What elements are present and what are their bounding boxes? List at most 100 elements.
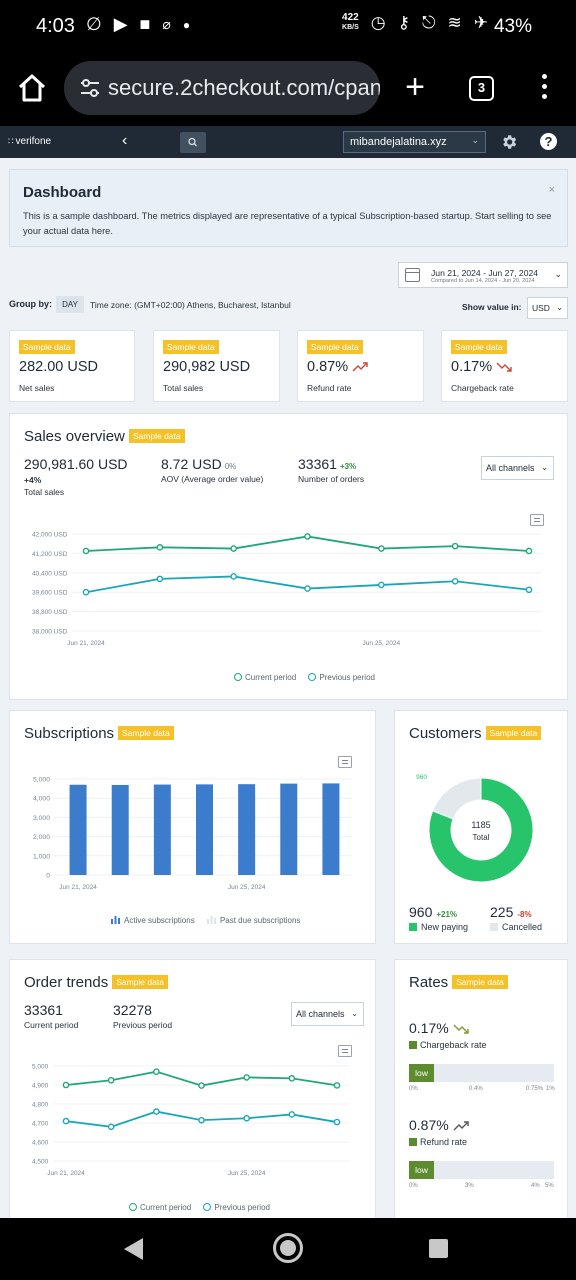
- subscriptions-panel: Subscriptions Sample data 5,000 4,000 3,000…: [9, 710, 376, 944]
- recents-icon[interactable]: [429, 1239, 448, 1258]
- trend-down-icon: [453, 1024, 469, 1034]
- chargeback-rate-label: Chargeback rate: [409, 1040, 487, 1050]
- current-orders-stat: 33361 Current period: [24, 1002, 78, 1030]
- browser-menu-icon[interactable]: [540, 74, 548, 104]
- data-point: [451, 577, 459, 585]
- orders-change: +3%: [339, 462, 357, 471]
- trend-up-icon: [352, 362, 368, 372]
- channels-select[interactable]: All channels ⌄: [481, 456, 554, 480]
- panel-title: Sales overview: [24, 428, 125, 445]
- data-point: [304, 533, 311, 540]
- site-settings-icon[interactable]: [78, 77, 102, 99]
- group-by-day-button[interactable]: DAY: [56, 296, 84, 313]
- chargeback-rate-bar: low: [409, 1064, 554, 1082]
- date-range-picker[interactable]: Jun 21, 2024 - Jun 27, 2024 Compared to …: [398, 262, 568, 288]
- data-point: [304, 585, 311, 592]
- y-tick-label: 3,000: [33, 815, 50, 822]
- currency-select[interactable]: USD ⌄: [527, 297, 568, 319]
- legend-current[interactable]: Current period: [129, 1203, 191, 1212]
- chart-menu-icon[interactable]: [338, 1045, 352, 1057]
- chart-menu-icon[interactable]: [530, 514, 544, 526]
- legend-swatch: [409, 1041, 417, 1049]
- refund-rate-label: Refund rate: [409, 1137, 467, 1147]
- legend-previous[interactable]: Previous period: [308, 673, 375, 682]
- search-button[interactable]: [180, 132, 206, 153]
- hotspot-icon: ⌀: [162, 16, 171, 32]
- kpi-label: Chargeback rate: [451, 383, 514, 393]
- date-range-value: Jun 21, 2024 - Jun 27, 2024: [431, 268, 539, 278]
- dashboard-content: Dashboard This is a sample dashboard. Th…: [0, 158, 576, 1218]
- y-tick-label: 0: [46, 873, 50, 880]
- net-speed-unit: KB/S: [342, 24, 359, 31]
- x-tick-label: Jun 21, 2024: [47, 1170, 85, 1177]
- tick-label: 4%: [531, 1183, 540, 1189]
- legend-label: Previous period: [319, 673, 375, 682]
- rate-label-text: Refund rate: [420, 1137, 468, 1147]
- y-tick-label: 42,000 USD: [32, 532, 68, 539]
- current-orders-label: Current period: [24, 1020, 79, 1030]
- channels-select[interactable]: All channels ⌄: [291, 1002, 364, 1026]
- chevron-down-icon: ⌄: [471, 135, 479, 145]
- legend-past-due[interactable]: Past due subscriptions: [206, 916, 301, 925]
- home-nav-icon[interactable]: [273, 1233, 303, 1263]
- home-icon[interactable]: [16, 72, 48, 104]
- legend-label: Past due subscriptions: [219, 916, 301, 925]
- kpi-value: 290,982 USD: [163, 359, 251, 375]
- verifone-logo[interactable]: ∷ verifone: [8, 136, 51, 147]
- address-bar[interactable]: secure.2checkout.com/cpanel: [64, 61, 380, 115]
- aov-change: 0%: [224, 462, 237, 471]
- status-left-icons: ∅ ▶ ■ ⌀ ●: [86, 14, 190, 35]
- wifi-icon: ≋: [447, 13, 462, 32]
- new-paying-label: New paying: [409, 922, 468, 932]
- new-tab-icon[interactable]: +: [405, 68, 425, 106]
- bar: [196, 784, 213, 875]
- bar-chart-icon: [111, 916, 120, 924]
- previous-orders-label: Previous period: [113, 1020, 173, 1030]
- status-bar: 4:03 ∅ ▶ ■ ⌀ ● 422 KB/S ◷ ⚷ ⎋ ≋ ✈ 43%: [0, 0, 576, 52]
- data-point: [288, 1075, 296, 1082]
- sample-data-badge: Sample data: [118, 726, 174, 740]
- channels-value: All channels: [296, 1009, 345, 1019]
- site-selector[interactable]: mibandejalatina.xyz ⌄: [343, 131, 486, 153]
- help-icon[interactable]: ?: [540, 133, 557, 150]
- order-trends-panel: Order trends Sample data 33361 Current pe…: [9, 959, 376, 1218]
- subscriptions-legend: Active subscriptions Past due subscripti…: [111, 915, 310, 925]
- sample-data-badge: Sample data: [307, 340, 363, 354]
- donut-slice: [432, 777, 482, 820]
- panel-title: Subscriptions: [24, 725, 115, 742]
- data-point: [333, 1082, 341, 1089]
- order-trends-title: Order trends Sample data: [24, 974, 168, 991]
- total-sales-change: +4%: [24, 475, 42, 485]
- x-tick-label: Jun 21, 2024: [67, 640, 105, 647]
- kpi-label: Net sales: [19, 383, 55, 393]
- kpi-value-wrap: 0.87%: [307, 359, 368, 375]
- back-icon[interactable]: [124, 1238, 143, 1260]
- panel-title: Order trends: [24, 974, 109, 991]
- bar-chart-icon: [206, 916, 216, 924]
- panel-title: Rates: [409, 974, 449, 991]
- panel-title: Customers: [409, 725, 482, 742]
- collapse-sidebar-icon[interactable]: ‹: [122, 132, 128, 149]
- kpi-label: Total sales: [163, 383, 204, 393]
- previous-orders-stat: 32278 Previous period: [113, 1002, 172, 1030]
- gear-icon[interactable]: [500, 133, 518, 151]
- chart-menu-icon[interactable]: [338, 756, 352, 768]
- legend-current[interactable]: Current period: [234, 673, 296, 682]
- subscriptions-chart: 5,000 4,000 3,000 2,000 1,000 0 Jun 21, 2024 Ju…: [33, 777, 352, 891]
- tick-label: 3%: [465, 1183, 474, 1189]
- battery-level: 43%: [493, 16, 532, 37]
- close-icon[interactable]: ×: [548, 184, 555, 196]
- tick-label: 0%: [409, 1183, 418, 1189]
- data-point: [243, 1074, 250, 1081]
- orders-stat: 33361 +3% Number of orders: [298, 456, 364, 484]
- group-by-label: Group by:: [9, 299, 52, 309]
- date-range-compared: Compared to Jun 14, 2024 - Jun 20, 2024: [431, 278, 535, 284]
- chevron-down-icon: ⌄: [556, 303, 563, 312]
- legend-previous[interactable]: Previous period: [203, 1203, 270, 1212]
- legend-active[interactable]: Active subscriptions: [111, 916, 195, 925]
- legend-marker: [129, 1203, 137, 1211]
- legend-marker: [308, 673, 317, 681]
- key-icon: ⚷: [397, 13, 411, 32]
- tab-switcher-button[interactable]: 3: [469, 76, 494, 101]
- net-speed: 422 KB/S: [342, 13, 359, 33]
